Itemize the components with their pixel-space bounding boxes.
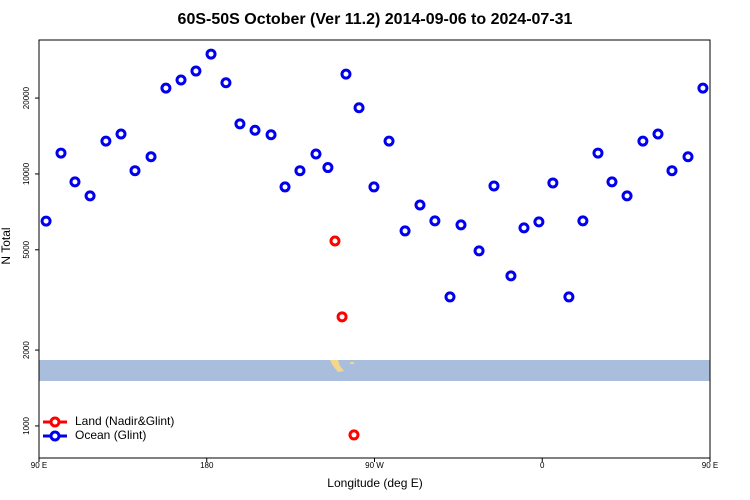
point bbox=[368, 181, 380, 193]
point bbox=[294, 165, 306, 177]
point bbox=[592, 147, 604, 159]
point bbox=[399, 225, 411, 237]
point bbox=[563, 291, 575, 303]
point bbox=[205, 48, 217, 60]
y-tick-label: 10000 bbox=[22, 162, 31, 185]
point bbox=[533, 216, 545, 228]
point bbox=[444, 291, 456, 303]
point bbox=[353, 102, 365, 114]
point bbox=[682, 151, 694, 163]
point bbox=[100, 135, 112, 147]
x-axis-label: Longitude (deg E) bbox=[327, 476, 422, 490]
y-tick-label: 20000 bbox=[22, 86, 31, 109]
point bbox=[621, 190, 633, 202]
point bbox=[414, 199, 426, 211]
legend-marker bbox=[49, 430, 61, 442]
x-tick-label: 0 bbox=[540, 461, 545, 470]
point bbox=[547, 177, 559, 189]
legend-marker bbox=[49, 416, 61, 428]
point bbox=[145, 151, 157, 163]
point bbox=[348, 429, 360, 441]
point bbox=[652, 128, 664, 140]
point bbox=[160, 82, 172, 94]
point bbox=[129, 165, 141, 177]
point bbox=[55, 147, 67, 159]
y-tick-label: 5000 bbox=[22, 240, 31, 258]
map-strip bbox=[39, 360, 710, 381]
point bbox=[265, 129, 277, 141]
x-tick-label: 90 E bbox=[702, 461, 718, 470]
map-land bbox=[330, 360, 344, 372]
y-tick-label: 1000 bbox=[22, 416, 31, 434]
legend-label: Land (Nadir&Glint) bbox=[75, 414, 174, 428]
point bbox=[190, 65, 202, 77]
point bbox=[518, 222, 530, 234]
point bbox=[249, 124, 261, 136]
point bbox=[234, 118, 246, 130]
legend-label: Ocean (Glint) bbox=[75, 428, 146, 442]
point bbox=[606, 176, 618, 188]
point bbox=[220, 77, 232, 89]
point bbox=[666, 165, 678, 177]
point bbox=[279, 181, 291, 193]
point bbox=[40, 215, 52, 227]
x-tick-label: 180 bbox=[200, 461, 214, 470]
point bbox=[84, 190, 96, 202]
plot-frame bbox=[38, 39, 711, 459]
point bbox=[637, 135, 649, 147]
point bbox=[340, 68, 352, 80]
y-tick-label: 2000 bbox=[22, 341, 31, 359]
point bbox=[488, 180, 500, 192]
point bbox=[69, 176, 81, 188]
point bbox=[383, 135, 395, 147]
point bbox=[505, 270, 517, 282]
point bbox=[310, 148, 322, 160]
chart-title: 60S-50S October (Ver 11.2) 2014-09-06 to… bbox=[178, 11, 573, 28]
point bbox=[697, 82, 709, 94]
point bbox=[429, 215, 441, 227]
map-land bbox=[350, 362, 354, 364]
point bbox=[115, 128, 127, 140]
point bbox=[473, 245, 485, 257]
point bbox=[336, 311, 348, 323]
point bbox=[455, 219, 467, 231]
point bbox=[175, 74, 187, 86]
x-tick-label: 90 W bbox=[365, 461, 384, 470]
x-tick-label: 90 E bbox=[31, 461, 47, 470]
point bbox=[322, 162, 334, 174]
point bbox=[577, 215, 589, 227]
point bbox=[329, 235, 341, 247]
y-axis-label: N Total bbox=[0, 227, 13, 264]
